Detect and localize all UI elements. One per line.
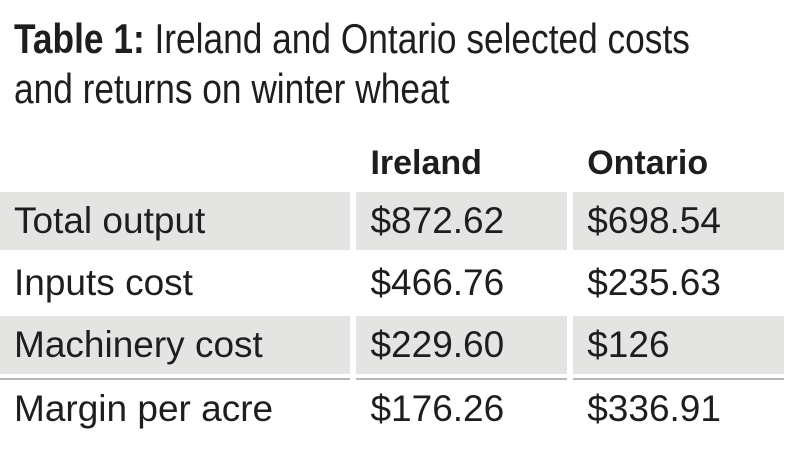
table-body: Total output $872.62 $698.54 Inputs cost $46…	[0, 192, 784, 438]
cell: $229.60	[356, 316, 568, 374]
cell: $872.62	[356, 192, 568, 250]
table-row: Total output $872.62 $698.54	[0, 192, 784, 250]
cell: $235.63	[587, 262, 721, 303]
cell: $126	[573, 316, 784, 374]
row-label: Total output	[0, 192, 351, 250]
header-row: Ireland Ontario	[0, 138, 784, 188]
title-text: Ireland and Ontario selected costs and r…	[14, 15, 690, 112]
header-cell	[0, 138, 350, 188]
cell: $176.26	[356, 378, 568, 438]
table: Ireland Ontario Total output $872.62 $698.…	[0, 134, 790, 442]
cell: $698.54	[573, 192, 784, 250]
header-cell: Ireland	[370, 143, 482, 182]
row-label: Machinery cost	[0, 316, 351, 374]
row-label: Margin per acre	[0, 378, 351, 438]
table-row: Inputs cost $466.76 $235.63	[0, 254, 784, 312]
cell: $336.91	[573, 378, 784, 438]
table-row: Machinery cost $229.60 $126	[0, 316, 784, 374]
row-label: Inputs cost	[14, 262, 193, 303]
header-cell: Ontario	[587, 143, 709, 182]
title-label: Table 1:	[14, 15, 145, 62]
table-row: Margin per acre $176.26 $336.91	[0, 378, 784, 438]
cell: $466.76	[370, 262, 505, 303]
title: Table 1: Ireland and Ontario selected co…	[14, 14, 711, 114]
